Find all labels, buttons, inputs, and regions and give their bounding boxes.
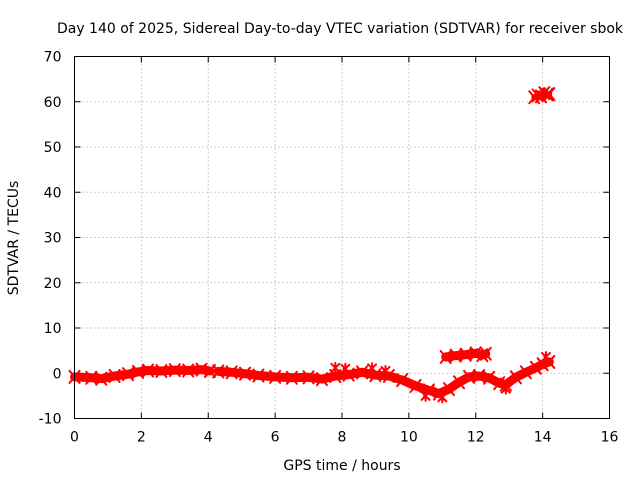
data-point-marker xyxy=(439,349,452,364)
data-point-marker xyxy=(409,378,422,393)
series-main-trace-2 xyxy=(213,357,554,399)
x-tick-label: 2 xyxy=(137,430,146,446)
data-point-marker xyxy=(315,372,328,387)
data-point-marker xyxy=(396,373,409,388)
x-tick-label: 14 xyxy=(534,430,552,446)
data-point-marker xyxy=(509,370,522,385)
x-tick-label: 0 xyxy=(70,430,79,446)
data-point-marker xyxy=(340,362,351,375)
data-point-marker xyxy=(531,88,544,103)
data-point-marker xyxy=(225,365,238,380)
x-tick-label: 4 xyxy=(204,430,213,446)
data-point-marker xyxy=(108,368,121,383)
data-point-marker xyxy=(95,371,108,386)
data-point-marker xyxy=(540,350,551,363)
chart-title: Day 140 of 2025, Sidereal Day-to-day VTE… xyxy=(57,21,624,37)
y-tick-label: 10 xyxy=(44,321,62,337)
data-point-marker xyxy=(252,368,265,383)
data-point-marker xyxy=(168,363,181,378)
data-point-marker xyxy=(420,389,431,402)
y-tick-label: 20 xyxy=(44,276,62,292)
y-tick-label: 30 xyxy=(44,231,62,247)
data-point-marker xyxy=(479,346,492,361)
x-tick-label: 12 xyxy=(467,430,485,446)
series-main-trace-1 xyxy=(70,365,215,384)
plot-frame xyxy=(74,56,610,419)
data-point-marker xyxy=(212,364,225,379)
data-point-marker xyxy=(302,370,315,385)
x-tick-label: 10 xyxy=(400,430,418,446)
x-tick-label: 8 xyxy=(338,430,347,446)
data-point-marker xyxy=(132,364,145,379)
data-point-marker xyxy=(469,346,482,361)
data-point-marker xyxy=(122,367,134,382)
data-point-marker xyxy=(519,365,532,380)
y-axis-label: SDTVAR / TECUs xyxy=(6,181,22,296)
y-tick-label: -10 xyxy=(39,412,62,428)
data-point-marker xyxy=(182,363,195,378)
data-point-marker xyxy=(500,382,511,395)
y-tick-label: 50 xyxy=(44,140,62,156)
data-point-marker xyxy=(269,369,282,384)
data-point-marker xyxy=(529,360,542,375)
data-point-marker xyxy=(330,361,341,374)
data-point-marker xyxy=(476,348,489,363)
data-point-marker xyxy=(380,364,391,377)
data-point-marker xyxy=(239,366,252,381)
data-point-marker xyxy=(473,368,486,383)
data-point-marker xyxy=(543,87,556,102)
data-point-marker xyxy=(459,347,472,362)
data-point-marker xyxy=(463,369,476,384)
plot-series xyxy=(68,86,556,404)
data-point-marker xyxy=(356,365,369,380)
x-tick-label: 6 xyxy=(271,430,280,446)
data-point-marker xyxy=(142,363,155,378)
grid-lines xyxy=(74,56,610,419)
tick-labels: 0 2 4 6 8 10 12 14 16 -10 0 10 20 30 40 50 60 70 xyxy=(39,50,619,446)
data-point-marker xyxy=(203,363,216,378)
x-axis-label: GPS time / hours xyxy=(283,458,400,474)
data-point-marker xyxy=(437,391,448,404)
data-point-marker xyxy=(449,348,462,363)
data-point-marker xyxy=(85,370,98,385)
data-point-marker xyxy=(367,362,378,375)
y-tick-label: 60 xyxy=(44,95,62,111)
data-point-marker xyxy=(483,370,496,385)
data-point-marker xyxy=(155,363,168,378)
y-tick-label: 70 xyxy=(44,50,62,66)
y-tick-label: 40 xyxy=(44,185,62,201)
data-point-marker xyxy=(285,370,298,385)
x-tick-label: 16 xyxy=(601,430,619,446)
y-tick-label: 0 xyxy=(53,366,62,382)
data-point-marker xyxy=(453,375,466,390)
